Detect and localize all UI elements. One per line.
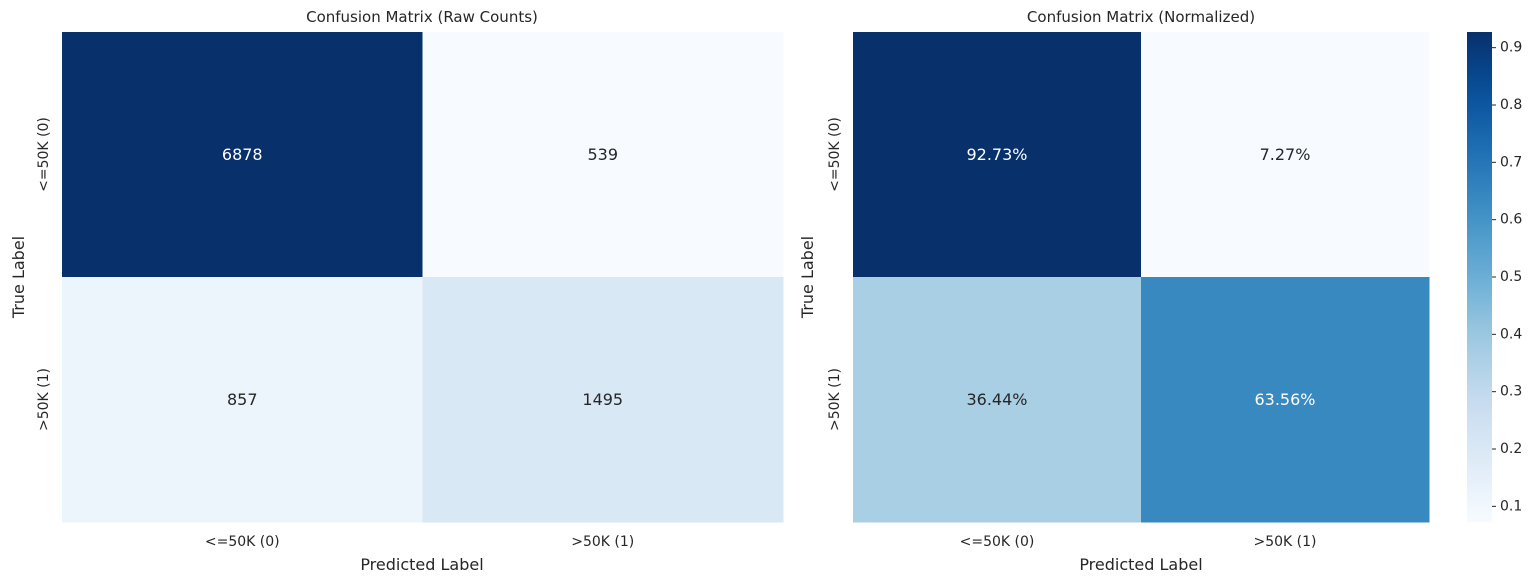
norm-cell-label-r1-c0: 36.44% (966, 390, 1027, 409)
norm-cell-label-r0-c1: 7.27% (1260, 145, 1311, 164)
raw-y-tick-1: >50K (1) (36, 368, 52, 431)
norm-cell-r1-c0 (853, 277, 1142, 523)
colorbar-gradient (1467, 32, 1492, 522)
raw-cell-label-r1-c0: 857 (227, 390, 258, 409)
colorbar-tick-label-3: 0.4 (1500, 326, 1522, 342)
norm-x-tick-0: <=50K (0) (960, 534, 1035, 550)
colorbar-tick-label-6: 0.7 (1500, 154, 1522, 170)
normalized-x-axis-title: Predicted Label (1079, 555, 1202, 574)
colorbar-tick-label-7: 0.8 (1500, 97, 1522, 113)
norm-cell-r0-c1 (1141, 32, 1430, 278)
norm-cell-r1-c1 (1141, 277, 1430, 523)
raw-counts-y-axis-title: True Label (9, 236, 28, 319)
normalized-title: Confusion Matrix (Normalized) (1027, 8, 1255, 26)
colorbar-tick-label-4: 0.5 (1500, 269, 1522, 285)
raw-cell-r0-c0 (62, 32, 423, 278)
raw-counts-cells: 6878 539 857 1495 (62, 32, 784, 523)
raw-cell-label-r1-c1: 1495 (582, 390, 623, 409)
colorbar: 0.1 0.2 0.3 0.4 0.5 0.6 0.7 0.8 0.9 (1467, 32, 1522, 522)
normalized-y-ticks: <=50K (0) >50K (1) (827, 117, 843, 431)
raw-counts-y-ticks: <=50K (0) >50K (1) (36, 117, 52, 431)
raw-x-tick-1: >50K (1) (571, 534, 634, 550)
normalized-cells: 92.73% 7.27% 36.44% 63.56% (853, 32, 1430, 523)
colorbar-ticks: 0.1 0.2 0.3 0.4 0.5 0.6 0.7 0.8 0.9 (1492, 40, 1522, 514)
norm-cell-label-r0-c0: 92.73% (966, 145, 1027, 164)
colorbar-tick-label-5: 0.6 (1500, 212, 1522, 228)
colorbar-tick-label-8: 0.9 (1500, 40, 1522, 56)
raw-counts-heatmap: Confusion Matrix (Raw Counts) 6878 539 857… (9, 8, 784, 574)
raw-counts-x-ticks: <=50K (0) >50K (1) (205, 534, 634, 550)
raw-cell-label-r0-c1: 539 (587, 145, 618, 164)
norm-cell-label-r1-c1: 63.56% (1254, 390, 1315, 409)
raw-cell-r1-c0 (62, 277, 423, 523)
normalized-heatmap: Confusion Matrix (Normalized) 92.73% 7.27… (798, 8, 1430, 574)
norm-y-tick-1: >50K (1) (827, 368, 843, 431)
norm-y-tick-0: <=50K (0) (827, 117, 843, 192)
raw-x-tick-0: <=50K (0) (205, 534, 280, 550)
norm-cell-r0-c0 (853, 32, 1142, 278)
colorbar-tick-label-1: 0.2 (1500, 441, 1522, 457)
raw-cell-r1-c1 (422, 277, 784, 523)
normalized-x-ticks: <=50K (0) >50K (1) (960, 534, 1317, 550)
raw-counts-title: Confusion Matrix (Raw Counts) (306, 8, 538, 26)
normalized-y-axis-title: True Label (798, 236, 817, 319)
raw-cell-label-r0-c0: 6878 (222, 145, 263, 164)
colorbar-tick-label-2: 0.3 (1500, 384, 1522, 400)
raw-counts-x-axis-title: Predicted Label (360, 555, 483, 574)
norm-x-tick-1: >50K (1) (1253, 534, 1316, 550)
colorbar-tick-label-0: 0.1 (1500, 498, 1522, 514)
raw-cell-r0-c1 (422, 32, 784, 278)
raw-y-tick-0: <=50K (0) (36, 117, 52, 192)
